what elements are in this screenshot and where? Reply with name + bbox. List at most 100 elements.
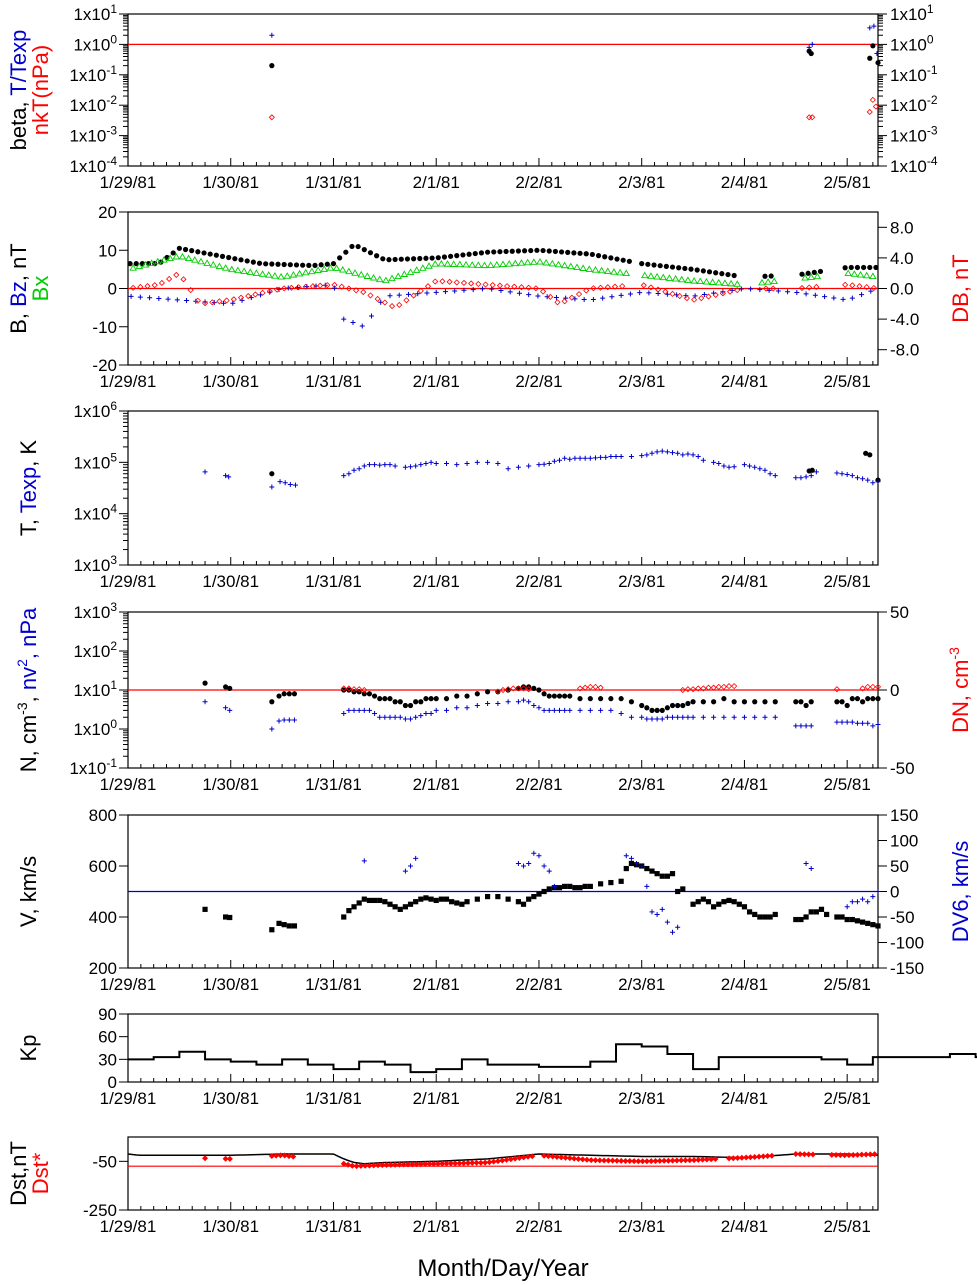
data-point bbox=[710, 684, 717, 691]
data-point bbox=[785, 289, 791, 295]
data-point bbox=[587, 883, 593, 889]
data-point bbox=[726, 1155, 733, 1162]
data-point bbox=[238, 257, 244, 263]
data-point bbox=[237, 294, 245, 301]
panel-beta: 1/29/81 1/30/81 1/31/81 2/1/81 2/2/81 2/3/81 2… bbox=[6, 2, 938, 192]
data-point bbox=[227, 265, 236, 273]
data-point bbox=[520, 901, 527, 907]
data-point bbox=[608, 696, 614, 702]
right-tick-label: 1x10-1 bbox=[890, 63, 938, 85]
data-point bbox=[654, 449, 660, 455]
data-point bbox=[798, 699, 804, 705]
data-point bbox=[831, 295, 837, 301]
data-point bbox=[752, 911, 758, 918]
data-point bbox=[696, 277, 705, 285]
data-point bbox=[518, 284, 525, 291]
data-point bbox=[438, 896, 444, 902]
right-axis-label: DB, nT bbox=[948, 254, 973, 322]
data-point bbox=[752, 464, 758, 470]
data-point bbox=[462, 260, 470, 268]
left-axis-label-2: Dst* bbox=[28, 1152, 53, 1194]
data-point bbox=[721, 696, 727, 702]
data-point bbox=[700, 268, 706, 274]
data-point bbox=[361, 691, 367, 697]
label-part: Bx bbox=[28, 276, 53, 302]
data-point bbox=[828, 1151, 835, 1158]
data-point bbox=[600, 295, 606, 301]
data-point bbox=[443, 696, 450, 702]
data-point bbox=[741, 904, 748, 910]
data-point bbox=[382, 899, 388, 905]
data-point bbox=[201, 300, 209, 307]
data-point bbox=[281, 1152, 288, 1159]
data-point bbox=[618, 1157, 625, 1164]
data-point bbox=[178, 252, 187, 260]
data-point bbox=[644, 883, 650, 889]
data-point bbox=[644, 716, 650, 722]
y-tick-label: 400 bbox=[89, 908, 117, 927]
data-point bbox=[172, 252, 181, 260]
data-point bbox=[275, 261, 281, 267]
data-point bbox=[372, 710, 378, 716]
data-point bbox=[592, 683, 599, 690]
data-point bbox=[477, 1159, 484, 1166]
data-point bbox=[581, 297, 587, 303]
data-point bbox=[772, 911, 778, 918]
data-point bbox=[647, 272, 655, 279]
data-point bbox=[509, 248, 515, 254]
data-point bbox=[454, 900, 460, 906]
data-point bbox=[526, 896, 532, 902]
y-tick-label: 600 bbox=[89, 857, 117, 876]
data-point bbox=[464, 705, 470, 711]
data-point bbox=[269, 699, 275, 705]
data-point bbox=[223, 914, 229, 920]
data-point bbox=[351, 467, 357, 473]
data-point bbox=[474, 261, 483, 268]
data-point bbox=[844, 916, 850, 923]
data-point bbox=[675, 450, 681, 456]
data-point bbox=[560, 261, 569, 269]
data-point bbox=[355, 243, 361, 250]
data-point bbox=[726, 464, 732, 470]
label-part: , nT bbox=[6, 243, 31, 281]
data-point bbox=[546, 460, 552, 466]
data-point bbox=[867, 264, 873, 271]
data-point bbox=[505, 896, 511, 902]
data-point bbox=[649, 716, 655, 722]
data-point bbox=[276, 718, 282, 724]
data-point bbox=[374, 295, 381, 303]
tick-base: 1x10 bbox=[73, 505, 110, 524]
data-point bbox=[794, 289, 800, 295]
data-point bbox=[331, 281, 338, 288]
data-point bbox=[670, 714, 676, 720]
data-point bbox=[597, 284, 604, 291]
data-point bbox=[349, 243, 355, 250]
data-point bbox=[592, 455, 598, 461]
data-point bbox=[430, 1160, 437, 1167]
data-point bbox=[287, 262, 293, 268]
data-point bbox=[289, 271, 298, 278]
data-point bbox=[276, 693, 282, 699]
data-point bbox=[680, 886, 686, 892]
data-point bbox=[413, 714, 419, 720]
data-point bbox=[244, 258, 250, 264]
data-point bbox=[585, 265, 594, 272]
data-point bbox=[659, 707, 665, 713]
right-tick-label: 1x10-4 bbox=[890, 154, 938, 176]
data-point bbox=[441, 254, 448, 260]
data-point bbox=[357, 270, 365, 278]
y-tick-label: 0 bbox=[108, 1073, 117, 1092]
data-point bbox=[608, 453, 614, 459]
data-point bbox=[184, 254, 193, 262]
x-tick-label: 2/4/81 bbox=[721, 173, 768, 192]
tick-exponent: -3 bbox=[927, 124, 938, 138]
data-point bbox=[285, 1153, 292, 1160]
label-part: T/Texp bbox=[6, 30, 31, 96]
data-point bbox=[618, 878, 624, 884]
data-point bbox=[875, 722, 881, 728]
left-axis-label: Kp bbox=[16, 1035, 41, 1062]
data-point bbox=[428, 896, 434, 902]
data-point bbox=[807, 273, 815, 280]
data-point bbox=[870, 284, 877, 292]
data-point bbox=[250, 259, 256, 265]
